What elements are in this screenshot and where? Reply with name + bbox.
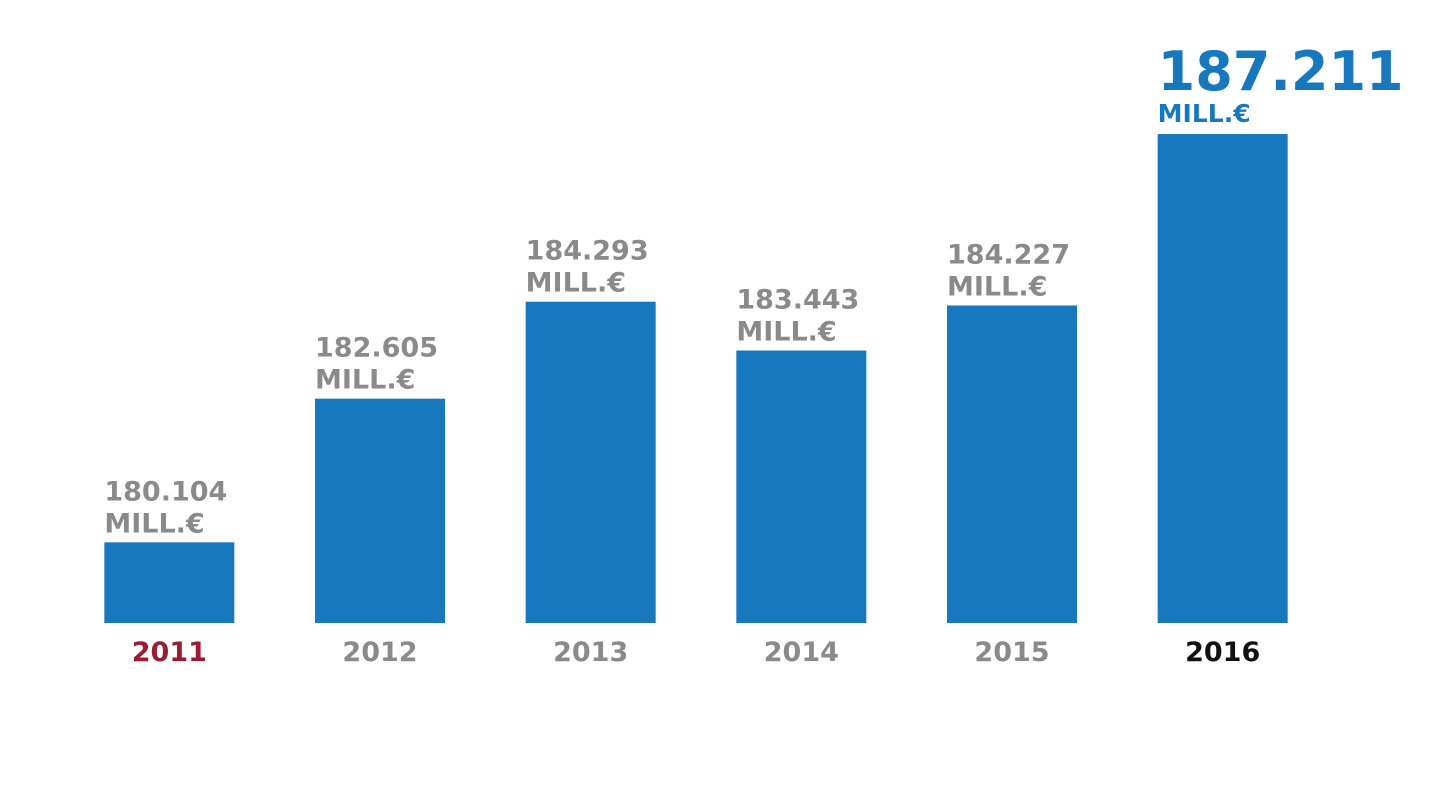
value-label: 187.211 xyxy=(1158,40,1404,103)
x-tick-label: 2011 xyxy=(132,637,207,668)
value-label: 180.104 xyxy=(104,476,227,507)
value-label: 184.227 xyxy=(947,239,1070,270)
value-unit: MILL.€ xyxy=(1158,99,1251,128)
value-label: 184.293 xyxy=(526,236,649,267)
bar xyxy=(104,542,235,623)
value-unit: MILL.€ xyxy=(736,317,836,348)
bar xyxy=(315,398,445,623)
bar xyxy=(947,305,1077,623)
bar xyxy=(736,350,867,623)
value-unit: MILL.€ xyxy=(947,271,1047,302)
x-tick-label: 2014 xyxy=(764,637,839,668)
value-unit: MILL.€ xyxy=(315,365,415,396)
x-tick-label: 2016 xyxy=(1185,637,1260,668)
bar xyxy=(525,301,656,623)
x-tick-label: 2012 xyxy=(342,637,417,668)
value-unit: MILL.€ xyxy=(526,268,626,299)
x-tick-label: 2015 xyxy=(974,637,1049,668)
x-tick-label: 2013 xyxy=(553,637,628,668)
value-label: 183.443 xyxy=(736,285,859,316)
bar xyxy=(1157,134,1288,623)
value-unit: MILL.€ xyxy=(104,508,204,539)
value-label: 182.605 xyxy=(315,333,438,364)
